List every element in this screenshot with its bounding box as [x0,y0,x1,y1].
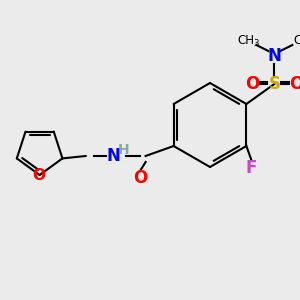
Text: O: O [289,75,300,93]
Text: 3: 3 [254,38,259,47]
Text: O: O [134,169,148,187]
Text: H: H [118,143,129,157]
Text: N: N [267,47,281,65]
Text: N: N [107,147,121,165]
Text: S: S [268,75,280,93]
Text: O: O [245,75,260,93]
Text: F: F [246,159,257,177]
Text: CH: CH [294,34,300,46]
Text: CH: CH [238,34,255,46]
Text: O: O [32,169,45,184]
